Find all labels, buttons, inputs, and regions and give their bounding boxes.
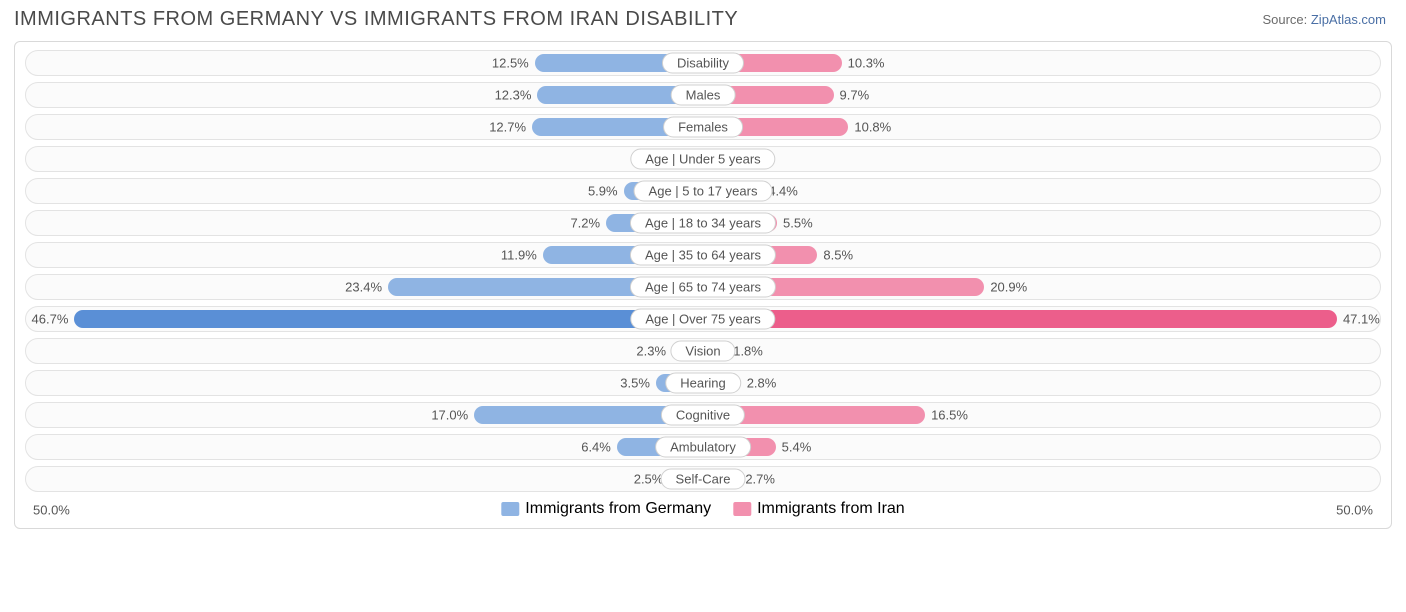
value-right: 10.3% [848, 56, 885, 71]
value-right: 5.5% [783, 216, 813, 231]
bar-left [74, 310, 703, 328]
value-right: 9.7% [840, 88, 870, 103]
chart-row: 12.7% 10.8% Females [25, 114, 1381, 140]
category-label: Cognitive [661, 405, 745, 426]
category-label: Age | Over 75 years [630, 309, 775, 330]
value-left: 46.7% [32, 312, 69, 327]
value-left: 12.3% [495, 88, 532, 103]
value-left: 12.7% [489, 120, 526, 135]
chart-title: IMMIGRANTS FROM GERMANY VS IMMIGRANTS FR… [14, 8, 738, 31]
chart-row: 5.9% 4.4%Age | 5 to 17 years [25, 178, 1381, 204]
category-label: Age | 5 to 17 years [634, 181, 773, 202]
value-right: 8.5% [823, 248, 853, 263]
value-left: 12.5% [492, 56, 529, 71]
category-label: Age | 35 to 64 years [630, 245, 776, 266]
value-left: 17.0% [431, 408, 468, 423]
value-left: 6.4% [581, 440, 611, 455]
value-left: 2.5% [634, 472, 664, 487]
chart-row: 23.4% 20.9% Age | 65 to 74 years [25, 274, 1381, 300]
value-left: 5.9% [588, 184, 618, 199]
category-label: Males [671, 85, 736, 106]
chart-row: 17.0% 16.5% Cognitive [25, 402, 1381, 428]
chart-row: 12.3% 9.7% Males [25, 82, 1381, 108]
category-label: Age | Under 5 years [630, 149, 775, 170]
chart-row: 12.5% 10.3% Disability [25, 50, 1381, 76]
legend-swatch-right [733, 502, 751, 516]
value-left: 11.9% [501, 248, 537, 263]
category-label: Disability [662, 53, 744, 74]
category-label: Age | 65 to 74 years [630, 277, 776, 298]
value-left: 2.3% [636, 344, 666, 359]
chart-footer: 50.0% Immigrants from Germany Immigrants… [25, 500, 1381, 520]
chart-row: 11.9% 8.5% Age | 35 to 64 years [25, 242, 1381, 268]
axis-max-left: 50.0% [29, 503, 70, 518]
legend-label-left: Immigrants from Germany [525, 500, 711, 518]
chart-row: 6.4% 5.4% Ambulatory [25, 434, 1381, 460]
value-left: 3.5% [620, 376, 650, 391]
chart-row: 46.7% 47.1% Age | Over 75 years [25, 306, 1381, 332]
value-right: 4.4% [768, 184, 798, 199]
chart-row: 3.5% 2.8% Hearing [25, 370, 1381, 396]
legend: Immigrants from Germany Immigrants from … [501, 500, 904, 518]
value-left: 23.4% [345, 280, 382, 295]
category-label: Ambulatory [655, 437, 751, 458]
value-right: 10.8% [854, 120, 891, 135]
value-right: 20.9% [990, 280, 1027, 295]
value-right: 16.5% [931, 408, 968, 423]
header: IMMIGRANTS FROM GERMANY VS IMMIGRANTS FR… [0, 0, 1406, 35]
chart-row: 2.3% 1.8%Vision [25, 338, 1381, 364]
value-right: 5.4% [782, 440, 812, 455]
value-right: 1.8% [733, 344, 763, 359]
bar-right [703, 310, 1337, 328]
value-right: 47.1% [1343, 312, 1380, 327]
chart-row: 2.5% 2.7%Self-Care [25, 466, 1381, 492]
legend-label-right: Immigrants from Iran [757, 500, 905, 518]
source-prefix: Source: [1262, 12, 1310, 27]
source-attribution: Source: ZipAtlas.com [1262, 12, 1386, 27]
chart-rows: 12.5%10.3%Disability12.3%9.7%Males12.7%1… [25, 50, 1381, 492]
category-label: Hearing [665, 373, 741, 394]
chart-row: 7.2% 5.5% Age | 18 to 34 years [25, 210, 1381, 236]
category-label: Age | 18 to 34 years [630, 213, 776, 234]
source-link[interactable]: ZipAtlas.com [1311, 12, 1386, 27]
legend-item-right: Immigrants from Iran [733, 500, 905, 518]
value-left: 7.2% [570, 216, 600, 231]
legend-item-left: Immigrants from Germany [501, 500, 711, 518]
category-label: Females [663, 117, 743, 138]
value-right: 2.8% [747, 376, 777, 391]
chart-container: IMMIGRANTS FROM GERMANY VS IMMIGRANTS FR… [0, 0, 1406, 529]
legend-swatch-left [501, 502, 519, 516]
diverging-bar-chart: 12.5%10.3%Disability12.3%9.7%Males12.7%1… [14, 41, 1392, 529]
axis-max-right: 50.0% [1336, 503, 1377, 518]
chart-row: 1.4%1.0%Age | Under 5 years [25, 146, 1381, 172]
category-label: Self-Care [661, 469, 746, 490]
value-right: 2.7% [745, 472, 775, 487]
category-label: Vision [670, 341, 735, 362]
